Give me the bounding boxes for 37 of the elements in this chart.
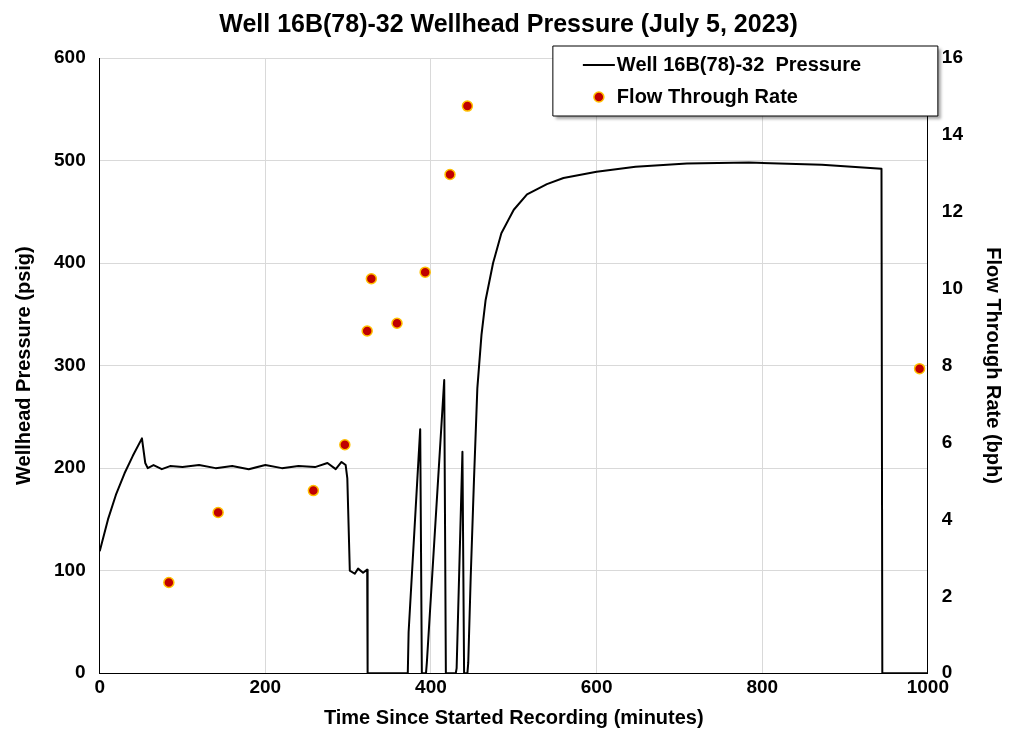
y2-tick-label: 14: [941, 123, 964, 145]
y-tick-label: 300: [54, 353, 86, 375]
y-axis-title: Wellhead Pressure (psig): [11, 246, 34, 485]
y2-tick-label: 10: [941, 276, 964, 298]
point: [913, 362, 926, 375]
point: [419, 266, 431, 278]
y2-tick-label: 8: [941, 353, 953, 375]
point: [461, 100, 474, 112]
chart-title: Well 16B(78)-32 Wellhead Pressure (July 5, 2023): [219, 8, 798, 37]
point: [391, 317, 403, 330]
y-tick-label: 400: [54, 251, 86, 273]
point: [307, 484, 320, 497]
x-axis-title: Time Since Started Recording (minutes): [323, 705, 704, 728]
y-tick-label: 600: [54, 46, 86, 68]
x-tick-label: 200: [249, 675, 282, 697]
point: [212, 506, 224, 519]
point: [444, 168, 456, 181]
y-tick-label: 100: [54, 558, 86, 580]
y2-axis-title: Flow Through Rate (bph): [983, 247, 1006, 484]
point: [361, 325, 373, 337]
x-tick-label: 600: [580, 675, 613, 697]
point: [163, 576, 175, 589]
y-tick-label: 500: [54, 148, 86, 170]
x-tick-label: 400: [415, 675, 447, 697]
legend-label: Flow Through Rate: [616, 84, 798, 107]
y2-tick-label: 6: [941, 430, 953, 452]
y-tick-label: 200: [54, 456, 86, 478]
point: [365, 272, 378, 285]
y-tick-label: 0: [75, 661, 86, 683]
x-tick-label: 0: [94, 675, 105, 697]
y2-tick-label: 2: [941, 584, 953, 606]
y2-tick-label: 16: [941, 46, 964, 68]
legend-label: Well 16B(78)-32 Pressure: [616, 52, 862, 75]
point: [339, 439, 351, 451]
y2-tick-label: 4: [941, 507, 953, 529]
y2-tick-label: 12: [941, 200, 964, 222]
x-tick-label: 800: [746, 675, 779, 697]
